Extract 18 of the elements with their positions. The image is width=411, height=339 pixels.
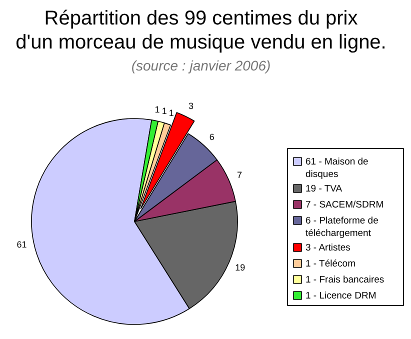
data-label: 7 bbox=[237, 170, 242, 180]
chart-title: Répartition des 99 centimes du prix d'un morceau de musique vendu en ligne. bbox=[16, 8, 386, 54]
legend-label: 3 - Artistes bbox=[306, 242, 351, 254]
data-label: 19 bbox=[235, 262, 246, 272]
legend-label: 61 - Maison de disques bbox=[306, 156, 368, 180]
data-label: 61 bbox=[16, 240, 27, 250]
data-label: 1 bbox=[168, 108, 174, 118]
data-label: 6 bbox=[209, 132, 214, 142]
legend-label: 19 - TVA bbox=[306, 184, 343, 194]
legend-label: 1 - Télécom bbox=[306, 258, 356, 270]
chart-subtitle: (source : janvier 2006) bbox=[131, 58, 271, 74]
legend-label: 7 - SACEM/SDRM bbox=[306, 200, 384, 210]
data-label: 1 bbox=[154, 104, 160, 114]
data-label: 3 bbox=[188, 101, 194, 112]
legend-label: 1 - Licence DRM bbox=[306, 290, 376, 302]
data-label: 1 bbox=[162, 106, 167, 116]
legend-label: 1 - Frais bancaires bbox=[306, 274, 384, 286]
legend-label: 6 - Plateforme de téléchargement bbox=[306, 216, 378, 240]
